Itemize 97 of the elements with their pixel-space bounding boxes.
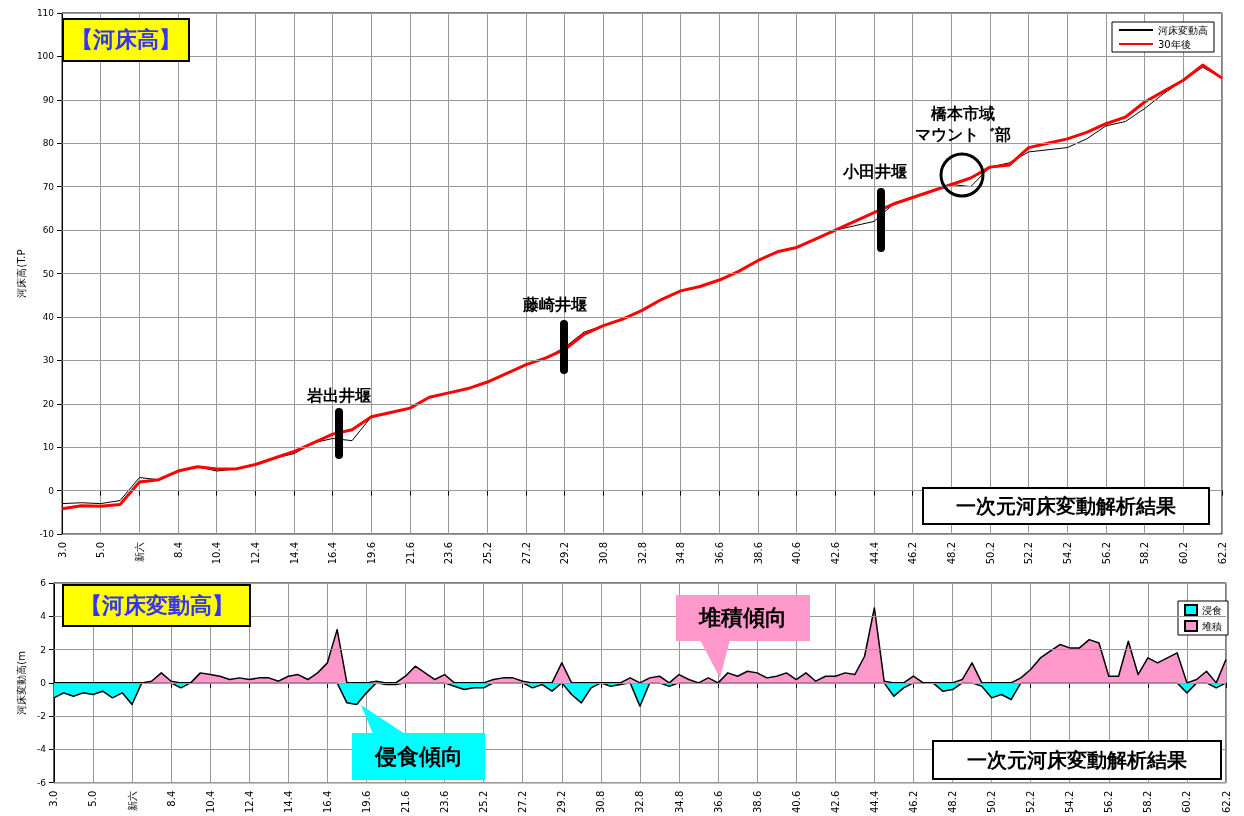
y-tick-label: -4 [36,744,47,755]
x-tick-label: 19.6 [365,542,377,565]
annotation: 小田井堰 [842,162,908,183]
x-tick-label: 46.2 [907,790,919,813]
y-tick-label: 6 [40,578,47,588]
x-tick-label: 38.6 [752,542,764,565]
x-tick-label: 27.2 [517,790,529,813]
x-tick-label: 10.4 [211,542,223,565]
x-tick-label: 32.8 [634,790,646,813]
x-tick-label: 14.4 [282,790,294,813]
y-tick-label: 70 [42,181,55,192]
y-tick-label: 80 [42,138,55,149]
x-tick-label: 58.2 [1142,790,1154,813]
y-tick-label: 10 [42,442,55,453]
x-tick-label: 3.0 [56,542,68,558]
x-tick-label: 5.0 [95,542,107,558]
x-tick-label: 5.0 [87,790,99,807]
x-tick-label: 21.6 [404,542,416,565]
x-tick-label: 23.6 [443,542,455,565]
x-tick-label: 62.2 [1220,790,1232,813]
y-tick-label: 90 [42,94,55,105]
legend-label: 河床変動高 [1158,24,1208,36]
legend-label: 30年後 [1158,38,1191,50]
y-tick-label: 60 [42,225,55,236]
x-tick-label: 44.4 [868,542,880,565]
x-tick-label: 25.2 [478,790,490,813]
x-tick-label: 60.2 [1177,542,1189,565]
x-tick-label: 48.2 [945,542,957,565]
x-tick-label: 21.6 [400,790,412,813]
x-tick-label: 新六 [133,542,145,562]
x-tick-label: 34.8 [673,790,685,813]
chart-title: 【河床変動高】 [62,584,251,627]
x-tick-label: 42.6 [829,542,841,565]
x-tick-label: 50.2 [986,790,998,813]
x-tick-label: 40.6 [791,542,803,565]
y-tick-label: 50 [42,268,55,279]
legend-label: 浸食 [1202,604,1222,616]
x-tick-label: 3.0 [48,790,60,807]
x-tick-label: 38.6 [751,790,763,813]
x-tick-label: 8.4 [165,790,177,807]
y-axis-title: 河床変動高(m [15,651,27,715]
x-tick-label: 16.4 [321,790,333,813]
caption-box: 一次元河床変動解析結果 [922,487,1210,525]
y-tick-label: 100 [36,51,55,62]
x-tick-label: 新六 [126,790,138,811]
x-tick-label: 34.8 [675,542,687,565]
y-tick-label: 0 [48,485,55,496]
text: 【河床高】 [62,18,190,62]
x-tick-label: 12.4 [243,790,255,813]
annotation: 藤崎井堰 [522,295,588,316]
y-tick-label: 20 [42,398,55,409]
x-tick-label: 30.8 [595,790,607,813]
x-tick-label: 60.2 [1181,790,1193,813]
x-tick-label: 12.4 [249,542,261,565]
y-tick-label: -6 [36,777,47,788]
x-tick-label: 54.2 [1061,542,1073,565]
annotation: 岩出井堰 [306,386,372,407]
x-tick-label: 32.8 [636,542,648,565]
y-tick-label: 30 [42,355,55,366]
caption-box: 一次元河床変動解析結果 [932,740,1222,780]
x-tick-label: 36.6 [713,542,725,565]
x-tick-label: 29.2 [559,542,571,565]
x-tick-label: 40.6 [790,790,802,813]
x-tick-label: 23.6 [439,790,451,813]
x-tick-label: 19.6 [360,790,372,813]
y-tick-label: 110 [36,8,55,18]
x-tick-label: 48.2 [947,790,958,813]
annotation: マウント゛部 [914,125,1012,146]
x-tick-label: 44.4 [868,790,880,813]
legend-label: 堆積 [1201,620,1222,632]
y-tick-label: 4 [40,611,47,622]
x-tick-label: 62.2 [1216,542,1228,565]
x-tick-label: 52.2 [1023,542,1035,565]
x-tick-label: 8.4 [172,542,184,558]
x-tick-label: 36.6 [712,790,724,813]
x-tick-label: 46.2 [907,542,919,565]
x-tick-label: 10.4 [204,790,216,813]
y-axis-title: 河床高(T.P [15,249,27,298]
x-tick-label: 16.4 [327,542,339,565]
y-tick-label: -10 [39,529,55,539]
x-tick-label: 29.2 [556,790,568,813]
y-tick-label: 2 [40,644,46,655]
x-tick-label: 52.2 [1025,790,1037,813]
x-tick-label: 58.2 [1139,542,1151,565]
x-tick-label: 56.2 [1100,542,1112,565]
x-tick-label: 14.4 [288,542,300,565]
x-tick-label: 56.2 [1103,790,1115,813]
x-tick-label: 50.2 [984,542,996,565]
y-tick-label: 0 [40,677,47,688]
x-tick-label: 27.2 [520,542,532,565]
x-tick-label: 42.6 [829,790,841,813]
x-tick-label: 30.8 [597,542,609,565]
x-tick-label: 54.2 [1064,790,1076,813]
x-tick-label: 25.2 [481,542,493,565]
annotation: 橋本市域 [930,104,996,125]
y-tick-label: -2 [36,711,46,722]
y-tick-label: 40 [42,311,55,322]
